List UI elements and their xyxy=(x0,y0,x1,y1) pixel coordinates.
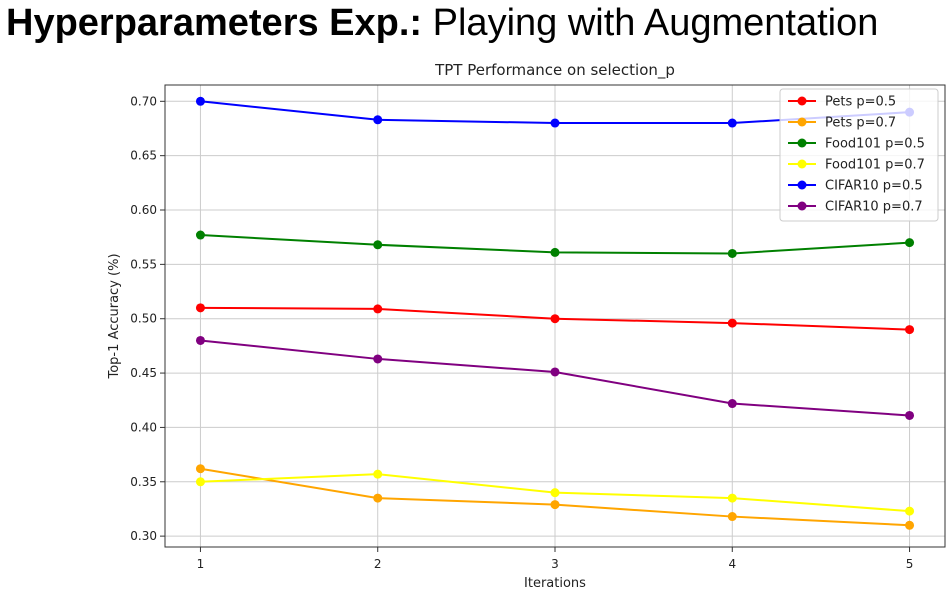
data-point xyxy=(195,464,205,474)
data-point xyxy=(727,248,737,258)
y-tick-label: 0.70 xyxy=(130,94,157,108)
data-point xyxy=(550,488,560,498)
y-tick-label: 0.35 xyxy=(130,475,157,489)
y-tick-label: 0.40 xyxy=(130,420,157,434)
legend-box xyxy=(779,88,939,222)
data-point xyxy=(727,512,737,522)
data-point xyxy=(373,304,383,314)
data-point xyxy=(905,410,915,420)
data-point xyxy=(550,247,560,257)
data-point xyxy=(727,493,737,503)
x-tick-label: 3 xyxy=(551,557,559,571)
data-point xyxy=(195,303,205,313)
data-point xyxy=(195,335,205,345)
x-tick-label: 4 xyxy=(728,557,736,571)
data-point xyxy=(905,325,915,335)
data-point xyxy=(727,118,737,128)
data-point xyxy=(550,500,560,510)
data-point xyxy=(373,493,383,503)
data-point xyxy=(195,230,205,240)
legend-label: Pets p=0.5 xyxy=(825,95,896,110)
legend-marker xyxy=(797,117,807,127)
data-point xyxy=(550,367,560,377)
legend-label: CIFAR10 p=0.7 xyxy=(825,200,923,215)
data-point xyxy=(195,96,205,106)
legend-label: Pets p=0.7 xyxy=(825,116,896,131)
legend-marker xyxy=(797,180,807,190)
series-lines xyxy=(195,96,915,530)
legend-marker xyxy=(797,138,807,148)
data-point xyxy=(727,318,737,328)
slide-title-rest: Playing with Augmentation xyxy=(432,2,879,44)
y-tick-label: 0.60 xyxy=(130,203,157,217)
legend-marker xyxy=(797,96,807,106)
legend-marker xyxy=(797,201,807,211)
y-tick-label: 0.65 xyxy=(130,149,157,163)
legend-label: Food101 p=0.5 xyxy=(825,137,925,152)
data-point xyxy=(373,354,383,364)
data-point xyxy=(550,118,560,128)
y-tick-label: 0.55 xyxy=(130,257,157,271)
slide-title: Hyperparameters Exp.: Playing with Augme… xyxy=(6,0,878,46)
slide-title-bold: Hyperparameters Exp.: xyxy=(6,2,423,44)
data-point xyxy=(727,399,737,409)
data-point xyxy=(195,477,205,487)
x-tick-label: 1 xyxy=(197,557,205,571)
x-tick-label: 2 xyxy=(374,557,382,571)
data-point xyxy=(550,314,560,324)
data-point xyxy=(373,469,383,479)
y-tick-label: 0.30 xyxy=(130,529,157,543)
legend-label: CIFAR10 p=0.5 xyxy=(825,179,923,194)
legend: Pets p=0.5 Pets p=0.7 Food101 p=0.5 Food101… xyxy=(779,88,939,222)
axis-ticks: 1 2 3 4 5 0.30 0.35 0.40 0.45 0.50 0.55 0.60 0.65 0.7… xyxy=(130,94,913,571)
data-point xyxy=(905,506,915,516)
legend-label: Food101 p=0.7 xyxy=(825,158,925,173)
y-axis-label: Top-1 Accuracy (%) xyxy=(107,253,122,379)
y-tick-label: 0.50 xyxy=(130,312,157,326)
data-point xyxy=(905,238,915,248)
legend-marker xyxy=(797,159,807,169)
x-tick-label: 5 xyxy=(906,557,914,571)
x-axis-label: Iterations xyxy=(524,576,586,591)
data-point xyxy=(373,240,383,250)
data-point xyxy=(373,115,383,125)
chart-title: TPT Performance on selection_p xyxy=(434,61,675,80)
y-tick-label: 0.45 xyxy=(130,366,157,380)
data-point xyxy=(905,520,915,530)
